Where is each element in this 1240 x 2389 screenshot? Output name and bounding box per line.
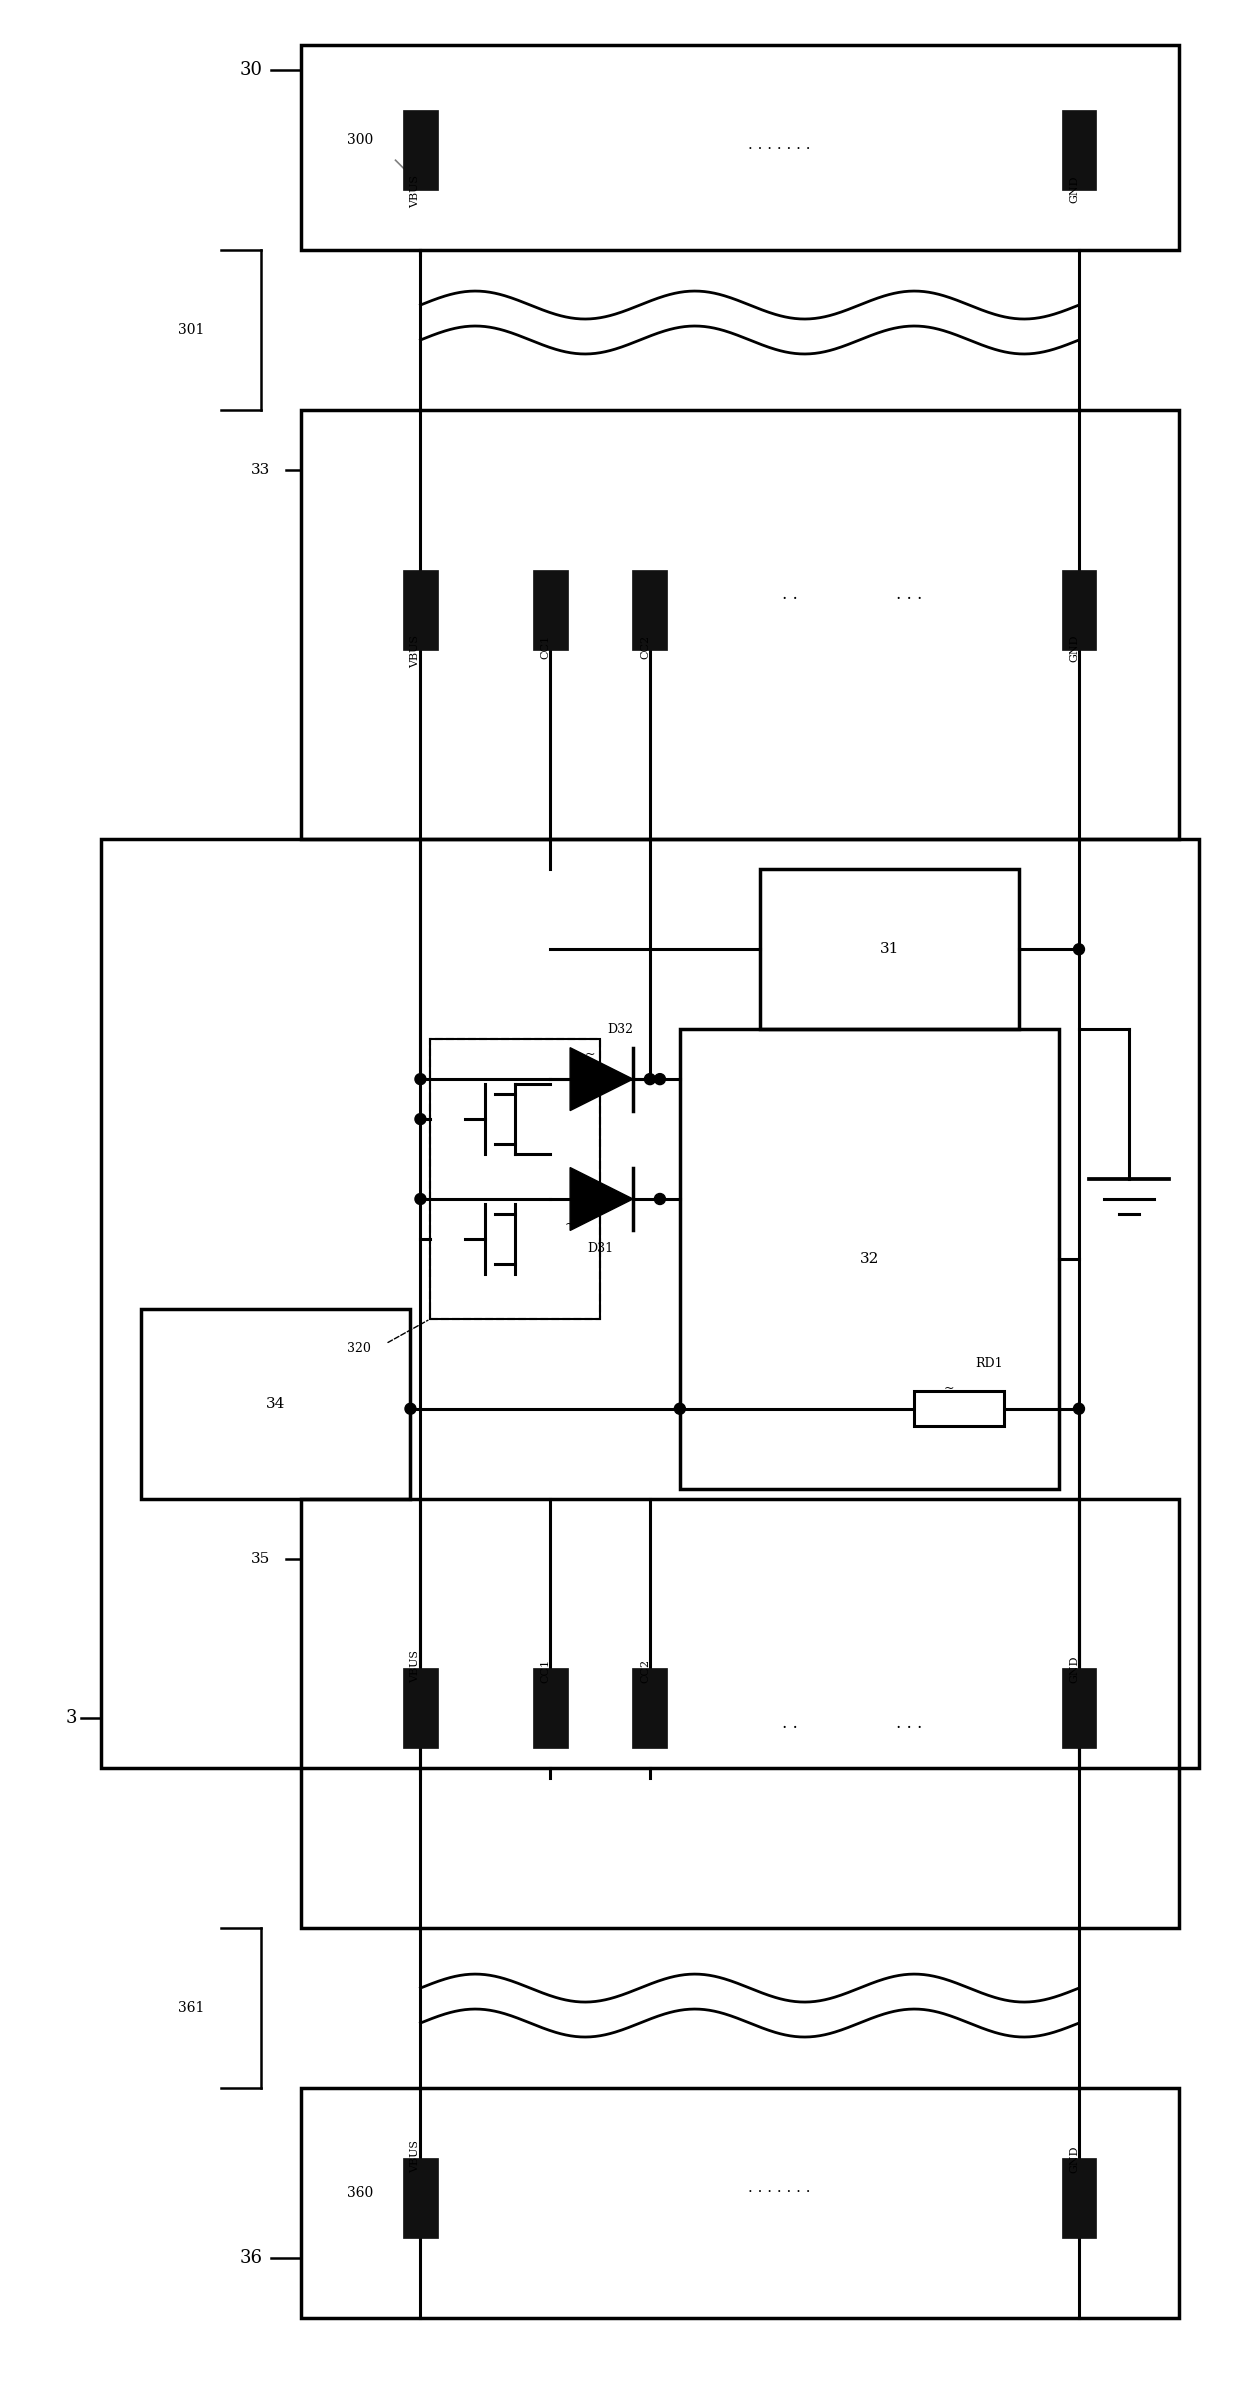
Bar bbox=[533, 1668, 568, 1749]
Bar bbox=[680, 1030, 1059, 1488]
Text: 31: 31 bbox=[879, 941, 899, 956]
Polygon shape bbox=[570, 1168, 632, 1230]
Text: CC2: CC2 bbox=[640, 635, 650, 659]
Text: 320: 320 bbox=[347, 1343, 371, 1355]
Text: 34: 34 bbox=[267, 1398, 285, 1412]
Bar bbox=[301, 2088, 1179, 2317]
Text: CC2: CC2 bbox=[640, 1660, 650, 1684]
Bar bbox=[403, 569, 438, 650]
Bar bbox=[102, 839, 1199, 1768]
Text: 361: 361 bbox=[177, 2002, 205, 2014]
Text: 3: 3 bbox=[66, 1711, 77, 1727]
Bar bbox=[430, 1039, 600, 1319]
Text: 32: 32 bbox=[859, 1252, 879, 1266]
Bar bbox=[914, 1390, 1004, 1426]
Polygon shape bbox=[570, 1049, 632, 1111]
Circle shape bbox=[645, 1073, 656, 1085]
Circle shape bbox=[675, 1402, 686, 1414]
Text: RD1: RD1 bbox=[976, 1357, 1003, 1371]
Text: GND: GND bbox=[1069, 174, 1079, 203]
Bar bbox=[533, 569, 568, 650]
Text: 30: 30 bbox=[239, 62, 263, 79]
Bar bbox=[301, 411, 1179, 839]
Text: GND: GND bbox=[1069, 1656, 1079, 1684]
Text: GND: GND bbox=[1069, 2145, 1079, 2174]
Circle shape bbox=[1074, 944, 1085, 956]
Bar bbox=[403, 2157, 438, 2238]
Bar bbox=[301, 45, 1179, 251]
Circle shape bbox=[415, 1073, 425, 1085]
Circle shape bbox=[415, 1194, 425, 1204]
Text: ~: ~ bbox=[585, 1049, 595, 1061]
Text: 300: 300 bbox=[347, 134, 373, 148]
Circle shape bbox=[655, 1073, 666, 1085]
Circle shape bbox=[415, 1113, 425, 1125]
Bar bbox=[1061, 569, 1096, 650]
Text: 35: 35 bbox=[252, 1550, 270, 1565]
Bar bbox=[632, 569, 667, 650]
Text: VBUS: VBUS bbox=[410, 174, 420, 208]
Bar bbox=[760, 870, 1019, 1030]
Bar bbox=[430, 1039, 600, 1319]
Text: D32: D32 bbox=[608, 1022, 632, 1037]
Text: VBUS: VBUS bbox=[410, 635, 420, 667]
Text: . . . . . . .: . . . . . . . bbox=[749, 139, 811, 153]
Text: CC1: CC1 bbox=[541, 1660, 551, 1684]
Bar bbox=[1061, 110, 1096, 191]
Text: GND: GND bbox=[1069, 635, 1079, 662]
Circle shape bbox=[405, 1402, 415, 1414]
Text: 33: 33 bbox=[252, 463, 270, 478]
Bar bbox=[1061, 2157, 1096, 2238]
Text: CC1: CC1 bbox=[541, 635, 551, 659]
Text: 301: 301 bbox=[177, 323, 205, 337]
Text: 36: 36 bbox=[239, 2248, 263, 2267]
Bar bbox=[1061, 1668, 1096, 1749]
Bar bbox=[632, 1668, 667, 1749]
Text: ~: ~ bbox=[944, 1383, 955, 1395]
Text: ~: ~ bbox=[565, 1218, 575, 1230]
Bar bbox=[403, 1668, 438, 1749]
Circle shape bbox=[655, 1194, 666, 1204]
Text: . . .: . . . bbox=[897, 585, 923, 602]
Bar bbox=[301, 1498, 1179, 1928]
Text: . .: . . bbox=[781, 1715, 797, 1732]
Text: 360: 360 bbox=[347, 2186, 373, 2200]
Circle shape bbox=[1074, 1402, 1085, 1414]
Text: VBUS: VBUS bbox=[410, 2141, 420, 2174]
Text: . . .: . . . bbox=[897, 1715, 923, 1732]
Text: . .: . . bbox=[781, 585, 797, 602]
Bar bbox=[403, 110, 438, 191]
Text: D31: D31 bbox=[587, 1242, 613, 1257]
Text: . . . . . . .: . . . . . . . bbox=[749, 2181, 811, 2195]
Bar bbox=[141, 1309, 410, 1498]
Text: VBUS: VBUS bbox=[410, 1651, 420, 1684]
